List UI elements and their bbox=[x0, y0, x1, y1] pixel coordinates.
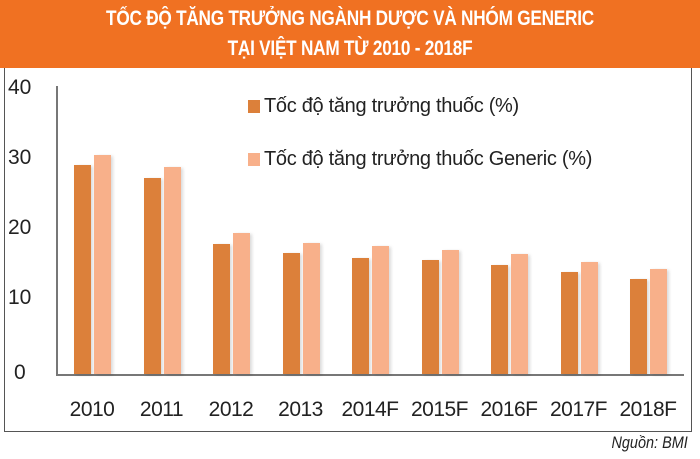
bar-2012-series2 bbox=[233, 233, 250, 374]
chart-title-line1: TỐC ĐỘ TĂNG TRƯỞNG NGÀNH DƯỢC VÀ NHÓM GE… bbox=[106, 7, 594, 30]
legend-label: Tốc độ tăng trưởng thuốc (%) bbox=[264, 95, 519, 117]
bar-2012-series1 bbox=[213, 243, 230, 374]
x-tick-label: 2014F bbox=[341, 398, 399, 421]
x-tick-label: 2013 bbox=[278, 398, 323, 421]
x-tick-label: 2016F bbox=[480, 398, 538, 421]
x-tick-label: 2015F bbox=[410, 398, 469, 421]
legend-item-series1: Tốc độ tăng trưởng thuốc (%) bbox=[248, 95, 519, 118]
x-tick-label: 2017F bbox=[549, 398, 608, 421]
y-tick-40: 40 bbox=[8, 76, 32, 99]
bar-2016F-series2 bbox=[511, 253, 528, 374]
bar-2017F-series1 bbox=[560, 271, 578, 374]
bar-2014F-series1 bbox=[352, 258, 369, 374]
legend-swatch-icon bbox=[248, 100, 260, 113]
y-tick-30: 30 bbox=[8, 146, 32, 169]
chart-title-banner: TỐC ĐỘ TĂNG TRƯỞNG NGÀNH DƯỢC VÀ NHÓM GE… bbox=[0, 0, 700, 68]
x-tick-label: 2010 bbox=[69, 398, 115, 421]
x-tick-label: 2018F bbox=[619, 398, 677, 421]
chart-frame bbox=[4, 68, 692, 432]
x-tick-label: 2012 bbox=[208, 398, 254, 421]
x-tick-label: 2011 bbox=[139, 398, 184, 421]
bar-2018F-series1 bbox=[630, 278, 647, 374]
bar-2013-series1 bbox=[282, 253, 300, 374]
legend-swatch-icon bbox=[248, 153, 260, 166]
bar-2010-series1 bbox=[74, 165, 91, 374]
x-axis-line bbox=[56, 374, 684, 376]
bar-2018F-series2 bbox=[650, 268, 667, 374]
y-tick-10: 10 bbox=[8, 286, 32, 309]
bar-2014F-series2 bbox=[372, 246, 389, 374]
y-tick-0: 0 bbox=[14, 361, 26, 384]
bar-2016F-series1 bbox=[491, 265, 508, 374]
legend-item-series2: Tốc độ tăng trưởng thuốc Generic (%) bbox=[248, 148, 592, 171]
bar-2011-series2 bbox=[163, 166, 181, 374]
bar-2013-series2 bbox=[302, 243, 320, 374]
y-axis-line bbox=[56, 86, 58, 375]
bar-2015F-series1 bbox=[421, 260, 439, 374]
chart-title-line2: TẠI VIỆT NAM TỪ 2010 - 2018F bbox=[227, 37, 473, 60]
bar-2015F-series2 bbox=[441, 250, 459, 374]
bar-2010-series2 bbox=[94, 155, 111, 374]
y-tick-20: 20 bbox=[8, 216, 32, 239]
legend-label: Tốc độ tăng trưởng thuốc Generic (%) bbox=[264, 148, 593, 170]
source-note: Nguồn: BMI bbox=[611, 433, 688, 452]
bar-2011-series1 bbox=[143, 178, 161, 374]
bar-2017F-series2 bbox=[580, 261, 598, 374]
